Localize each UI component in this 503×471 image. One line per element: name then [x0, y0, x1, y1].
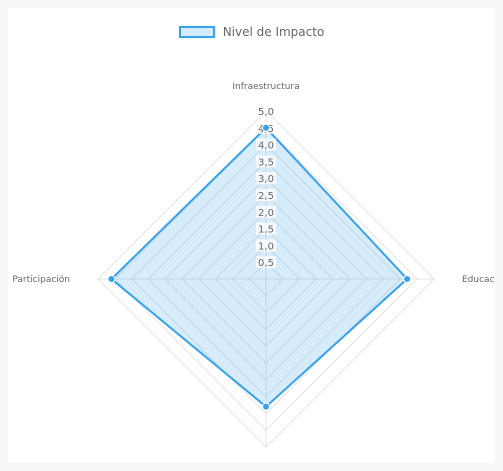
legend-label: Nivel de Impacto — [222, 25, 325, 39]
r-tick-label: 3,5 — [258, 157, 274, 168]
r-tick-label: 3,0 — [258, 174, 274, 185]
axis-label: Educación — [462, 274, 495, 285]
tick-label-backdrop — [256, 256, 276, 269]
radar-chart: Nivel de Impacto 0,5 1,0 1,5 2,0 2,5 3,0 3,5 4,… — [8, 8, 495, 463]
tick-label-backdrop — [256, 205, 276, 218]
r-tick-label: 2,5 — [258, 191, 274, 202]
data-point — [403, 275, 412, 283]
r-tick-label: 5,0 — [258, 107, 274, 118]
tick-label-backdrop — [256, 105, 276, 117]
r-tick-label: 0,5 — [258, 258, 274, 269]
radar-plot: 0,51,01,52,02,53,03,54,04,55,0Infraestru… — [12, 82, 495, 448]
axis-label: Infraestructura — [232, 82, 299, 92]
r-tick-label: 1,0 — [258, 241, 274, 252]
data-point — [107, 275, 116, 283]
r-tick-label: 4,0 — [258, 141, 274, 152]
legend-swatch — [178, 26, 215, 38]
tick-label-backdrop — [256, 239, 276, 252]
r-tick-label: 2,0 — [258, 208, 274, 219]
legend[interactable]: Nivel de Impacto — [8, 25, 495, 39]
tick-label-backdrop — [256, 189, 276, 201]
tick-label-backdrop — [256, 138, 276, 151]
tick-label-backdrop — [256, 222, 276, 235]
axis-label: Participación — [12, 274, 70, 285]
r-tick-label: 1,5 — [258, 225, 274, 236]
tick-label-backdrop — [256, 172, 276, 185]
data-point — [262, 123, 270, 132]
data-point — [262, 402, 270, 411]
tick-label-backdrop — [256, 155, 276, 168]
